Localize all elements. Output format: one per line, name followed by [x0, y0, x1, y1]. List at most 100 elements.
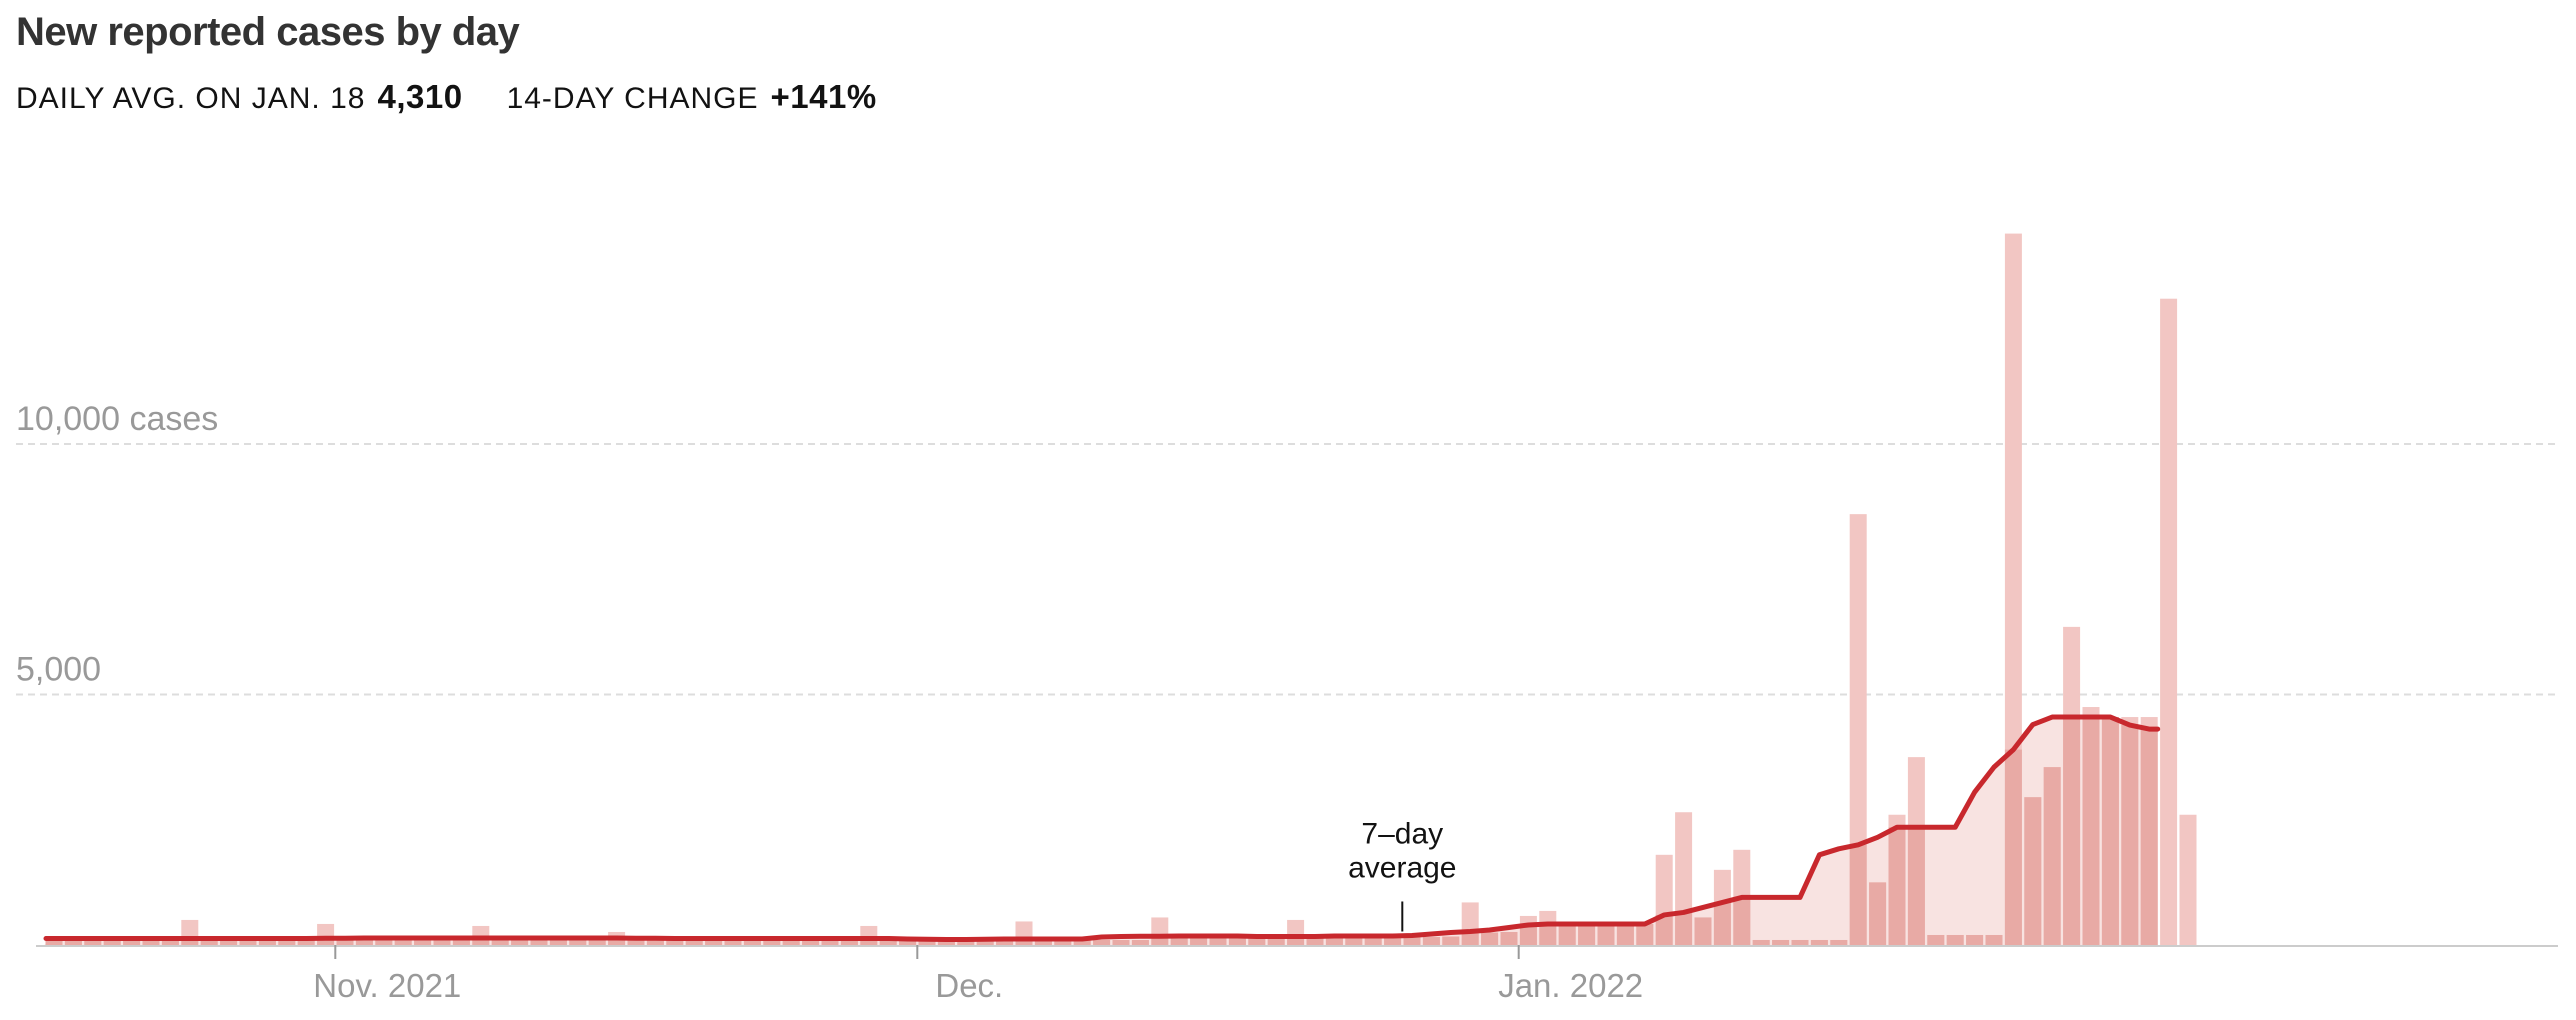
daily-bar-overlap [1170, 935, 1188, 945]
daily-bar-overlap [1131, 939, 1149, 945]
daily-bar-overlap [860, 938, 878, 945]
daily-bar-overlap [317, 938, 335, 945]
grid-layer [16, 443, 2558, 696]
daily-bar-overlap [1655, 914, 1673, 945]
daily-bar-overlap [2043, 767, 2061, 945]
bars-overlap-layer [45, 717, 2158, 945]
daily-bar-overlap [1073, 939, 1091, 945]
daily-bar-overlap [1345, 935, 1363, 945]
daily-bar-overlap [840, 938, 858, 945]
daily-bar-overlap [103, 938, 121, 945]
daily-avg-label: DAILY AVG. ON JAN. 18 [16, 82, 366, 115]
chart-stats: DAILY AVG. ON JAN. 18 4,310 14-DAY CHANGE +… [16, 78, 877, 116]
daily-bar-overlap [1694, 917, 1712, 945]
daily-bar-overlap [2063, 717, 2081, 945]
daily-bar-overlap [1849, 844, 1867, 945]
daily-bar-overlap [1675, 912, 1693, 945]
daily-bar-overlap [1927, 934, 1945, 945]
daily-bar-overlap [2082, 717, 2100, 945]
average-line-layer [43, 714, 2161, 942]
daily-bar-overlap [142, 938, 160, 945]
daily-bar-overlap [491, 938, 509, 945]
average-area-layer [44, 717, 2158, 945]
daily-bar-overlap [821, 938, 839, 945]
daily-bar-overlap [84, 938, 102, 945]
daily-bar-overlap [1907, 827, 1925, 945]
daily-bar-overlap [1248, 936, 1266, 945]
daily-bar-overlap [1752, 939, 1770, 945]
daily-bar-overlap [588, 938, 606, 945]
daily-bar-overlap [258, 938, 276, 945]
x-tick-label: Nov. 2021 [313, 967, 461, 1004]
daily-bar-overlap [1422, 936, 1440, 945]
daily-bar-overlap [569, 938, 587, 945]
daily-bar-overlap [1888, 827, 1906, 945]
daily-bar-overlap [627, 938, 645, 945]
annotation-label-line2: average [1348, 851, 1456, 884]
daily-bar-overlap [1228, 935, 1246, 945]
daily-bar-overlap [1733, 897, 1751, 945]
change-label: 14-DAY CHANGE [506, 82, 759, 115]
daily-bar-overlap [394, 938, 412, 945]
daily-bar-overlap [899, 939, 917, 945]
daily-bar-overlap [1578, 923, 1596, 945]
daily-bar-overlap [1384, 935, 1402, 945]
daily-bar-overlap [1364, 935, 1382, 945]
daily-bar-overlap [1112, 939, 1130, 945]
daily-bar-overlap [1713, 902, 1731, 945]
chart-title: New reported cases by day [16, 10, 520, 54]
daily-bar-overlap [355, 938, 373, 945]
daily-bar-overlap [743, 938, 761, 945]
daily-bar-overlap [297, 938, 315, 945]
daily-bar-overlap [1015, 938, 1033, 945]
daily-bar-overlap [161, 938, 179, 945]
daily-bar-overlap [1791, 939, 1809, 945]
daily-bar-overlap [918, 939, 936, 945]
daily-bar-overlap [646, 938, 664, 945]
daily-bar-overlap [1636, 923, 1654, 945]
daily-bar-overlap [1869, 882, 1887, 945]
daily-bar-overlap [433, 938, 451, 945]
daily-bar-overlap [705, 938, 723, 945]
daily-bar-overlap [45, 938, 63, 945]
average-area [44, 717, 2158, 945]
daily-bar-overlap [1500, 931, 1518, 945]
daily-bar-overlap [1267, 936, 1285, 945]
daily-bar-overlap [375, 938, 393, 945]
daily-bar [1849, 514, 1867, 945]
daily-bar-overlap [2101, 717, 2119, 945]
daily-bar-overlap [763, 938, 781, 945]
daily-bar-overlap [1034, 939, 1052, 945]
daily-bar-overlap [2004, 749, 2022, 945]
daily-bar-overlap [1772, 939, 1790, 945]
daily-bar-overlap [1519, 924, 1537, 945]
daily-bar-overlap [1481, 932, 1499, 945]
daily-bar-overlap [1190, 935, 1208, 945]
daily-bar-overlap [200, 938, 218, 945]
daily-bar-overlap [1093, 939, 1111, 945]
daily-bar-overlap [1209, 935, 1227, 945]
x-tick-label: Jan. 2022 [1498, 967, 1643, 1004]
daily-bar-overlap [1054, 939, 1072, 945]
daily-bar-overlap [511, 938, 529, 945]
daily-bar-overlap [2140, 729, 2158, 945]
daily-bar-overlap [1946, 934, 1964, 945]
daily-bar-overlap [1403, 935, 1421, 945]
y-tick-label: 5,000 [16, 651, 101, 689]
daily-bar-overlap [957, 939, 975, 945]
daily-bar-overlap [239, 938, 257, 945]
daily-bar-overlap [1830, 939, 1848, 945]
daily-bar-overlap [452, 938, 470, 945]
daily-bar-overlap [549, 938, 567, 945]
daily-bar-overlap [1985, 934, 2003, 945]
y-tick-label: 10,000 cases [16, 400, 218, 438]
daily-bar-overlap [802, 938, 820, 945]
daily-bar-overlap [1306, 936, 1324, 945]
seven-day-average-line [43, 714, 2161, 942]
daily-bar-overlap [685, 938, 703, 945]
daily-bar-overlap [64, 938, 82, 945]
daily-bar-overlap [220, 938, 238, 945]
daily-bar-overlap [2024, 797, 2042, 945]
daily-bar-overlap [278, 938, 296, 945]
